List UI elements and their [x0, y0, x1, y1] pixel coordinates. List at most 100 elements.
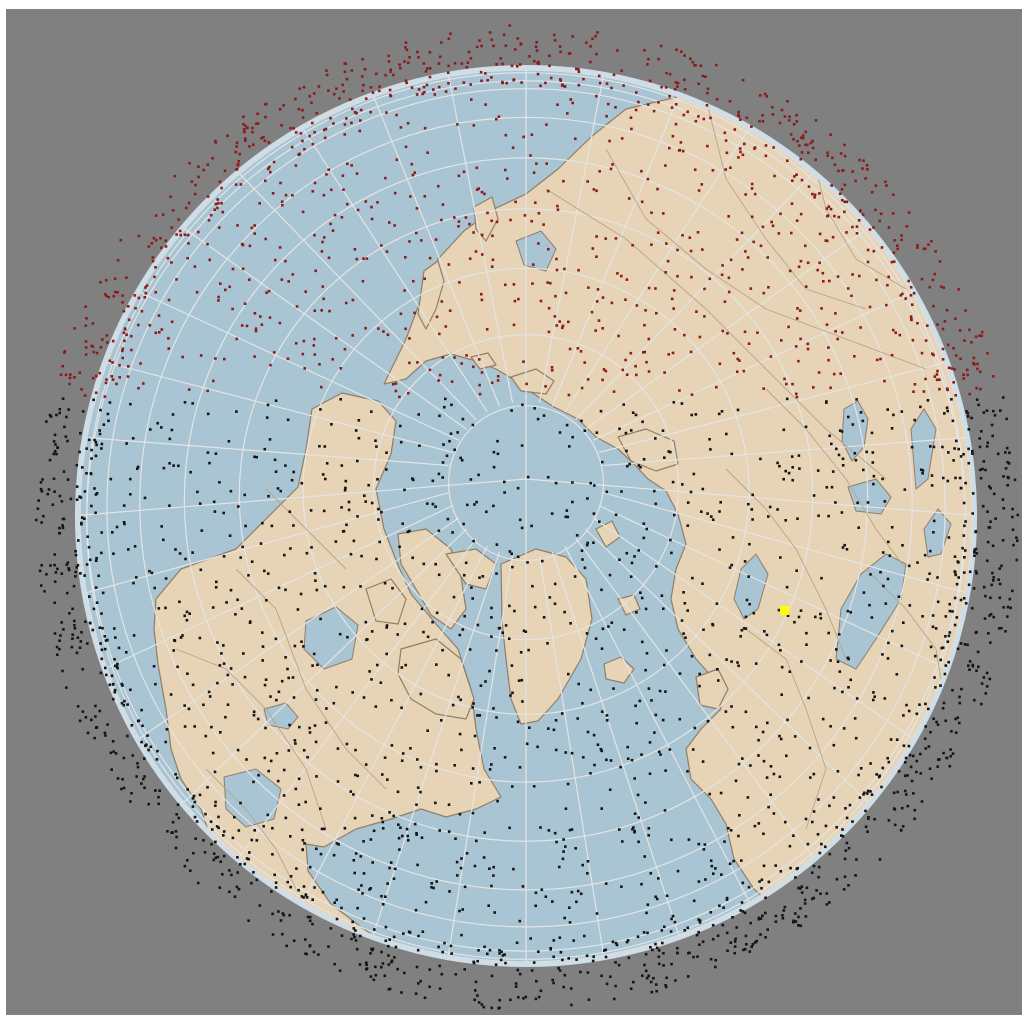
satellite-dot: [1005, 446, 1009, 450]
satellite-map-view[interactable]: [6, 9, 1022, 1015]
satellite-dot: [817, 865, 821, 869]
satellite-dot: [752, 240, 755, 244]
satellite-dot: [175, 233, 178, 236]
satellite-dot: [397, 823, 400, 826]
satellite-dot: [648, 79, 652, 83]
satellite-dot: [561, 83, 564, 86]
satellite-dot: [795, 120, 799, 123]
satellite-dot: [824, 845, 827, 849]
satellite-dot: [649, 980, 653, 984]
satellite-dot: [127, 548, 130, 551]
satellite-dot: [56, 446, 60, 449]
satellite-dot: [729, 258, 733, 262]
satellite-dot: [656, 231, 660, 234]
satellite-dot: [312, 344, 316, 347]
satellite-dot: [709, 448, 712, 451]
satellite-dot: [647, 370, 651, 373]
satellite-dot: [214, 856, 218, 860]
satellite-dot: [749, 764, 752, 767]
satellite-dot: [395, 158, 399, 161]
satellite-dot: [404, 327, 407, 331]
satellite-dot: [947, 536, 951, 539]
satellite-dot: [966, 643, 969, 647]
satellite-dot: [437, 379, 440, 382]
satellite-dot: [812, 864, 816, 868]
satellite-dot: [780, 339, 783, 342]
satellite-dot: [362, 840, 365, 843]
satellite-dot: [289, 126, 292, 130]
satellite-dot: [954, 573, 957, 577]
satellite-dot: [123, 339, 126, 343]
satellite-dot: [151, 256, 155, 259]
satellite-dot: [660, 85, 663, 89]
satellite-dot: [622, 84, 625, 87]
satellite-dot: [53, 490, 56, 493]
satellite-dot: [818, 232, 822, 236]
satellite-dot: [417, 88, 421, 91]
satellite-dot: [762, 291, 766, 295]
satellite-dot: [976, 367, 979, 371]
satellite-dot: [906, 774, 909, 777]
satellite-dot: [799, 136, 803, 140]
satellite-dot: [731, 916, 734, 919]
satellite-dot: [339, 367, 343, 370]
satellite-dot: [740, 231, 744, 235]
satellite-dot: [332, 853, 336, 857]
satellite-dot: [654, 895, 657, 899]
satellite-dot: [777, 608, 781, 612]
satellite-dot: [609, 759, 613, 762]
satellite-dot: [495, 63, 498, 66]
satellite-dot: [54, 443, 57, 446]
satellite-dot: [516, 486, 520, 490]
satellite-dot: [635, 304, 639, 307]
graticule-meridian: [584, 223, 875, 430]
satellite-dot: [950, 730, 953, 733]
satellite-dot: [739, 635, 742, 638]
satellite-dot: [792, 137, 795, 141]
satellite-dot: [561, 958, 564, 962]
satellite-dot: [663, 456, 666, 459]
satellite-dot: [228, 869, 231, 872]
satellite-dot: [829, 659, 832, 662]
satellite-dot: [228, 285, 231, 289]
satellite-dot: [715, 385, 718, 389]
satellite-dot: [441, 950, 444, 954]
satellite-dot: [972, 587, 976, 590]
satellite-dot: [771, 113, 775, 116]
satellite-dot: [470, 98, 473, 101]
satellite-dot: [158, 789, 161, 792]
satellite-dot: [612, 687, 615, 690]
satellite-dot: [854, 179, 857, 183]
satellite-dot: [343, 133, 347, 136]
satellite-dot: [905, 703, 908, 707]
satellite-dot: [93, 487, 96, 490]
satellite-dot: [478, 392, 482, 396]
satellite-dot: [841, 331, 844, 334]
satellite-dot: [934, 686, 937, 689]
satellite-dot: [58, 526, 61, 530]
satellite-dot: [535, 979, 538, 983]
satellite-dot: [857, 773, 860, 777]
satellite-dot: [140, 708, 143, 712]
satellite-dot: [284, 259, 287, 263]
satellite-dot: [814, 615, 817, 619]
satellite-dot: [515, 941, 519, 945]
satellite-dot: [740, 859, 743, 862]
satellite-dot: [352, 539, 356, 543]
observer-marker-icon[interactable]: [780, 606, 789, 615]
map-canvas[interactable]: [6, 9, 1022, 1015]
satellite-dot: [98, 709, 102, 713]
satellite-dot: [76, 636, 80, 639]
satellite-dot: [74, 570, 77, 574]
satellite-dot: [1004, 467, 1008, 470]
satellite-dot: [681, 483, 684, 486]
satellite-dot: [385, 626, 388, 629]
satellite-dot: [598, 81, 602, 85]
satellite-dot: [975, 398, 979, 401]
satellite-dot: [774, 920, 778, 923]
satellite-dot: [963, 524, 966, 528]
satellite-dot: [803, 898, 807, 902]
satellite-dot: [909, 294, 913, 297]
satellite-dot: [265, 291, 268, 294]
satellite-dot: [471, 706, 474, 709]
